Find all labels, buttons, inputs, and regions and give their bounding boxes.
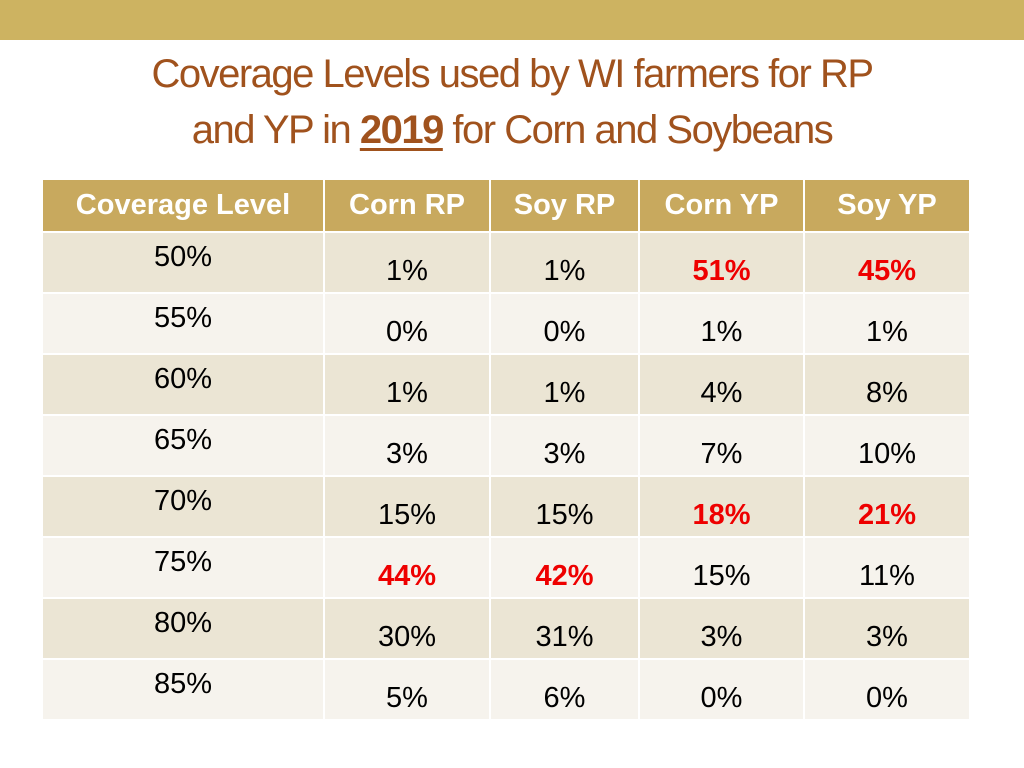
cell-corn-rp: 30%: [323, 597, 490, 659]
cell-corn-yp: 0%: [638, 658, 804, 719]
title-text-crops: for Corn and Soybeans: [442, 108, 833, 152]
title-text-and-yp: and YP in: [191, 108, 360, 152]
cell-soy-rp: 31%: [489, 597, 639, 659]
title-line-2: and YP in 2019 for Corn and Soybeans: [0, 102, 1024, 158]
cell-soy-rp: 3%: [489, 414, 639, 476]
cell-coverage-level: 50%: [43, 231, 324, 293]
cell-corn-rp: 3%: [323, 414, 490, 476]
cell-corn-rp: 0%: [323, 292, 490, 354]
table-row: 80% 30% 31% 3% 3%: [43, 597, 969, 659]
slide-title: Coverage Levels used by WI farmers for R…: [0, 46, 1024, 158]
cell-soy-rp: 42%: [489, 536, 639, 598]
cell-coverage-level: 55%: [43, 292, 324, 354]
top-accent-band: [0, 0, 1024, 40]
table-row: 75% 44% 42% 15% 11%: [43, 536, 969, 598]
cell-soy-yp: 0%: [803, 658, 969, 719]
cell-soy-rp: 15%: [489, 475, 639, 537]
cell-corn-yp: 3%: [638, 597, 804, 659]
cell-corn-yp: 1%: [638, 292, 804, 354]
coverage-table: Coverage Level Corn RP Soy RP Corn YP So…: [43, 180, 969, 719]
cell-soy-rp: 6%: [489, 658, 639, 719]
header-soy-yp: Soy YP: [803, 180, 969, 232]
cell-corn-rp: 44%: [323, 536, 490, 598]
cell-corn-rp: 1%: [323, 353, 490, 415]
cell-coverage-level: 60%: [43, 353, 324, 415]
cell-soy-rp: 1%: [489, 353, 639, 415]
cell-coverage-level: 80%: [43, 597, 324, 659]
cell-soy-rp: 0%: [489, 292, 639, 354]
title-year: 2019: [359, 108, 444, 152]
cell-corn-rp: 1%: [323, 231, 490, 293]
cell-coverage-level: 70%: [43, 475, 324, 537]
cell-corn-yp: 15%: [638, 536, 804, 598]
cell-soy-yp: 21%: [803, 475, 969, 537]
header-row: Coverage Level Corn RP Soy RP Corn YP So…: [43, 180, 969, 232]
cell-corn-yp: 7%: [638, 414, 804, 476]
header-coverage-level: Coverage Level: [43, 180, 324, 232]
table-row: 60% 1% 1% 4% 8%: [43, 353, 969, 415]
title-line-1: Coverage Levels used by WI farmers for R…: [151, 52, 874, 96]
cell-soy-yp: 45%: [803, 231, 969, 293]
cell-corn-rp: 5%: [323, 658, 490, 719]
cell-soy-yp: 8%: [803, 353, 969, 415]
cell-corn-yp: 4%: [638, 353, 804, 415]
cell-coverage-level: 85%: [43, 658, 324, 719]
cell-corn-yp: 51%: [638, 231, 804, 293]
cell-soy-yp: 1%: [803, 292, 969, 354]
header-corn-yp: Corn YP: [638, 180, 804, 232]
table-row: 50% 1% 1% 51% 45%: [43, 231, 969, 293]
table-body: 50% 1% 1% 51% 45% 55% 0% 0% 1% 1% 60% 1% 1% 4% 8% 65% 3%…: [43, 231, 969, 719]
header-corn-rp: Corn RP: [323, 180, 490, 232]
cell-coverage-level: 75%: [43, 536, 324, 598]
cell-corn-rp: 15%: [323, 475, 490, 537]
table-row: 55% 0% 0% 1% 1%: [43, 292, 969, 354]
cell-corn-yp: 18%: [638, 475, 804, 537]
header-soy-rp: Soy RP: [489, 180, 639, 232]
cell-soy-rp: 1%: [489, 231, 639, 293]
cell-soy-yp: 10%: [803, 414, 969, 476]
cell-coverage-level: 65%: [43, 414, 324, 476]
table-row: 70% 15% 15% 18% 21%: [43, 475, 969, 537]
table-row: 85% 5% 6% 0% 0%: [43, 658, 969, 719]
cell-soy-yp: 11%: [803, 536, 969, 598]
table-row: 65% 3% 3% 7% 10%: [43, 414, 969, 476]
cell-soy-yp: 3%: [803, 597, 969, 659]
